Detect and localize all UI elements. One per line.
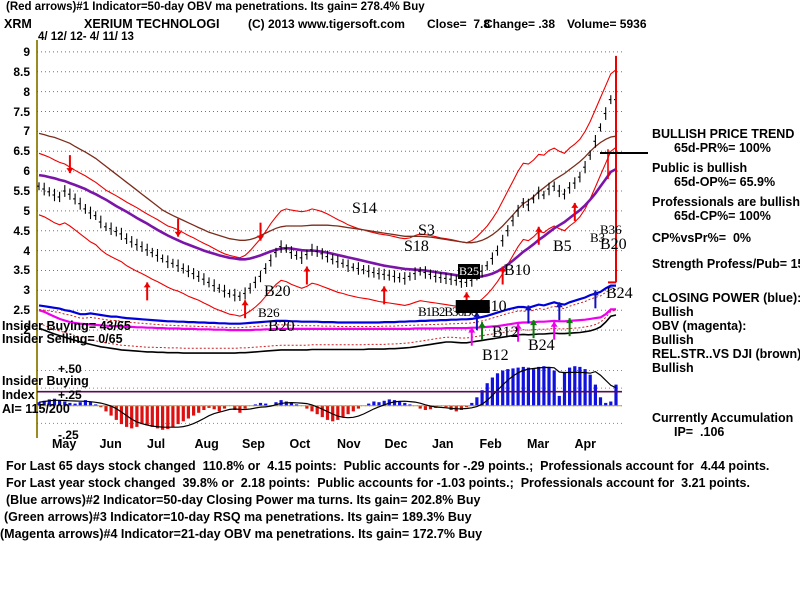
date-range: 4/ 12/ 12- 4/ 11/ 13	[38, 31, 134, 43]
ai-value: AI= 115/200	[2, 402, 70, 416]
y-axis-tick-label: 8	[23, 84, 30, 99]
chart-signal-label: B10	[480, 298, 507, 315]
indicator-value: Bullish	[652, 361, 694, 375]
price-change: Change= .38	[484, 17, 556, 31]
y-axis-tick-label: 8.5	[13, 64, 30, 79]
y-axis-tick-label: 7.5	[13, 104, 30, 119]
vertical-axis-line	[36, 40, 38, 438]
x-axis-month-label: May	[52, 437, 77, 451]
volume-value: Volume= 5936	[567, 17, 647, 31]
oscillator-level-minus25: -.25	[58, 428, 79, 442]
y-axis-tick-label: 6	[23, 164, 30, 179]
indicator-value: Bullish	[652, 305, 694, 319]
chart-signal-label: B26	[258, 305, 280, 320]
indicator-value: 65d-OP%= 65.9%	[674, 175, 776, 189]
annotation-leader-line	[600, 152, 648, 154]
insider-buying-count: Insider Buying= 43/65	[2, 319, 131, 333]
y-axis-tick-label: 4.5	[13, 223, 30, 238]
x-axis-month-label: Apr	[574, 437, 597, 451]
indicator-title: Strength Profess/Pub= 15	[652, 257, 800, 271]
ai-caption-line2: Index	[2, 388, 35, 402]
y-axis-tick-label: 2.5	[13, 303, 30, 318]
x-axis-month-label: Feb	[479, 437, 502, 451]
chart-signal-label: B36	[600, 222, 622, 237]
chart-signal-label: B10	[504, 262, 531, 279]
y-axis-tick-label: 4	[23, 243, 30, 258]
chart-signal-label: B12	[492, 324, 519, 341]
indicator-1-headline: (Red arrows)#1 Indicator=50-day OBV ma p…	[6, 1, 425, 13]
y-axis-tick-label: 3	[23, 283, 30, 298]
chart-canvas	[37, 51, 622, 430]
chart-signal-label: S14	[352, 200, 377, 217]
chart-signal-label: S3	[418, 222, 435, 239]
chart-signal-label: B20	[600, 236, 627, 253]
x-axis-month-label: Jan	[432, 437, 454, 451]
indicator-title: BULLISH PRICE TREND	[652, 127, 795, 141]
y-axis-tick-label: 9	[23, 44, 30, 59]
x-axis-month-label: Aug	[194, 437, 219, 451]
ai-caption-line1: Insider Buying	[2, 374, 89, 388]
insider-selling-count: Insider Selling= 0/65	[2, 332, 123, 346]
x-axis-month-label: Dec	[384, 437, 408, 451]
chart-signal-label: B24	[528, 337, 555, 354]
indicator-value: 65d-CP%= 100%	[674, 209, 771, 223]
y-axis-tick-label: 6.5	[13, 144, 30, 159]
highlighted-signal-label: B25	[458, 264, 481, 279]
overlapping-signal-cluster: B1B2B36B6	[418, 304, 477, 319]
y-axis-tick-label: 5.5	[13, 184, 30, 198]
copyright-notice: (C) 2013 www.tigersoft.com	[248, 17, 405, 31]
chart-signal-label: B12	[482, 347, 509, 364]
chart-signal-label: B3	[590, 230, 606, 245]
indicator-title: Currently Accumulation	[652, 411, 794, 425]
chart-signal-label: B24	[606, 285, 633, 302]
x-axis-month-label: Jul	[147, 437, 166, 451]
indicator-title: CLOSING POWER (blue):	[652, 291, 800, 305]
chart-signal-label: B5	[553, 238, 572, 255]
chart-signal-label: S18	[404, 238, 429, 255]
indicator-title: REL.STR..VS DJI (brown)	[652, 347, 800, 361]
indicator-title: Public is bullish	[652, 161, 748, 175]
x-axis-month-label: Sep	[242, 437, 265, 451]
indicator-title: CP%vsPr%= 0%	[652, 231, 752, 245]
oscillator-level-plus25: +.25	[58, 388, 82, 402]
y-axis-tick-label: 3.5	[13, 263, 30, 278]
y-axis-tick-label: 2	[23, 323, 30, 338]
x-axis-month-label: Mar	[527, 437, 550, 451]
x-axis-month-label: Oct	[289, 437, 311, 451]
close-price: Close= 7.8	[427, 17, 491, 31]
chart-signal-label: B20	[268, 318, 295, 335]
y-axis-tick-label: 7	[23, 124, 30, 139]
company-name: XERIUM TECHNOLOGI	[84, 17, 220, 31]
footer-line: For Last year stock changed 39.8% or 2.1…	[6, 476, 750, 490]
footer-line: (Magenta arrows)#4 Indicator=21-day OBV …	[0, 527, 483, 541]
indicator-title: OBV (magenta):	[652, 319, 747, 333]
oscillator-level-plus50: +.50	[58, 362, 82, 376]
x-axis-month-label: Jun	[99, 437, 122, 451]
footer-line: For Last 65 days stock changed 110.8% or…	[6, 459, 770, 473]
ticker-symbol: XRM	[4, 17, 32, 31]
indicator-value: 65d-PR%= 100%	[674, 141, 771, 155]
footer-line: (Green arrows)#3 Indicator=10-day RSQ ma…	[4, 510, 472, 524]
price-chart-plot	[37, 40, 622, 434]
footer-line: (Blue arrows)#2 Indicator=50-day Closing…	[6, 493, 481, 507]
chart-signal-label: B20	[264, 283, 291, 300]
x-axis-month-label: Nov	[337, 437, 361, 451]
indicator-title: Professionals are bullish	[652, 195, 800, 209]
indicator-value: Bullish	[652, 333, 694, 347]
y-axis-tick-label: 5	[23, 203, 30, 218]
indicator-value: IP= .106	[674, 425, 725, 439]
